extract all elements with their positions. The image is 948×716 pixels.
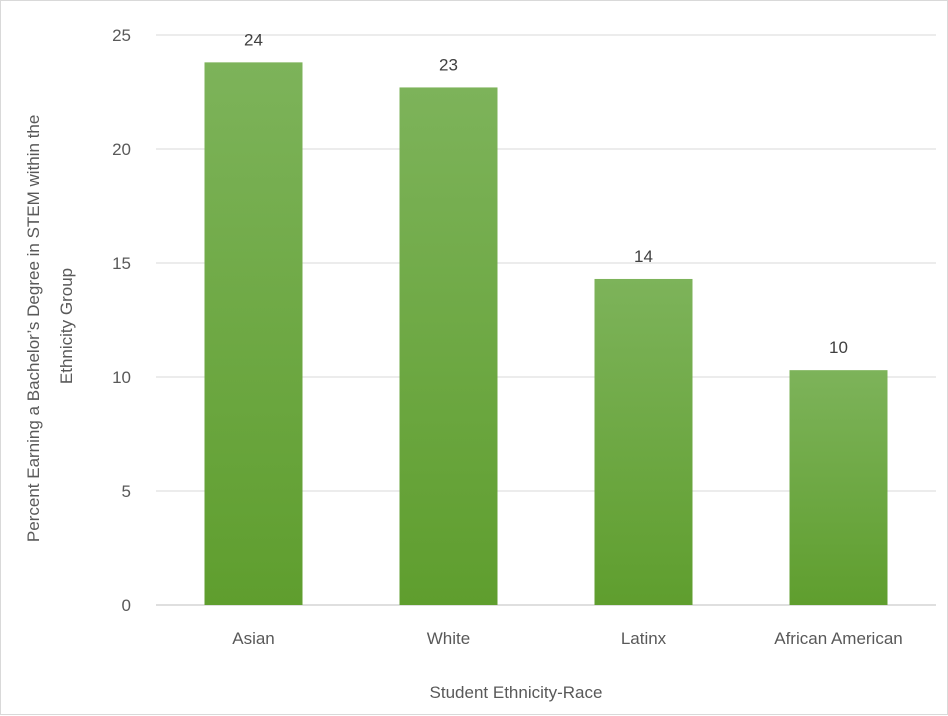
x-tick-label: African American (774, 629, 903, 648)
y-tick-label: 10 (112, 368, 131, 387)
y-tick-label: 5 (122, 482, 131, 501)
x-tick-label: Latinx (621, 629, 667, 648)
x-tick-label: Asian (232, 629, 275, 648)
bar (399, 87, 498, 605)
bar (204, 62, 303, 606)
y-axis-title: Percent Earning a Bachelor’s Degree in S… (24, 110, 76, 542)
bars (204, 62, 888, 606)
data-labels: 24 23 14 10 (244, 30, 848, 357)
bar-data-label: 14 (634, 247, 653, 266)
y-axis-title-line-2: Ethnicity Group (57, 268, 76, 384)
y-axis-ticks: 0 5 10 15 20 25 (112, 26, 131, 615)
y-tick-label: 15 (112, 254, 131, 273)
x-tick-label: White (427, 629, 470, 648)
y-axis-title-line-1: Percent Earning a Bachelor’s Degree in S… (24, 115, 43, 542)
bar-data-label: 10 (829, 338, 848, 357)
x-axis-ticks: Asian White Latinx African American (232, 629, 903, 648)
bar-data-label: 24 (244, 30, 263, 49)
bar-data-label: 23 (439, 55, 458, 74)
bar (789, 370, 888, 605)
y-tick-label: 0 (122, 596, 131, 615)
y-tick-label: 20 (112, 140, 131, 159)
y-tick-label: 25 (112, 26, 131, 45)
bar (594, 278, 693, 605)
x-axis-title: Student Ethnicity-Race (430, 683, 603, 702)
